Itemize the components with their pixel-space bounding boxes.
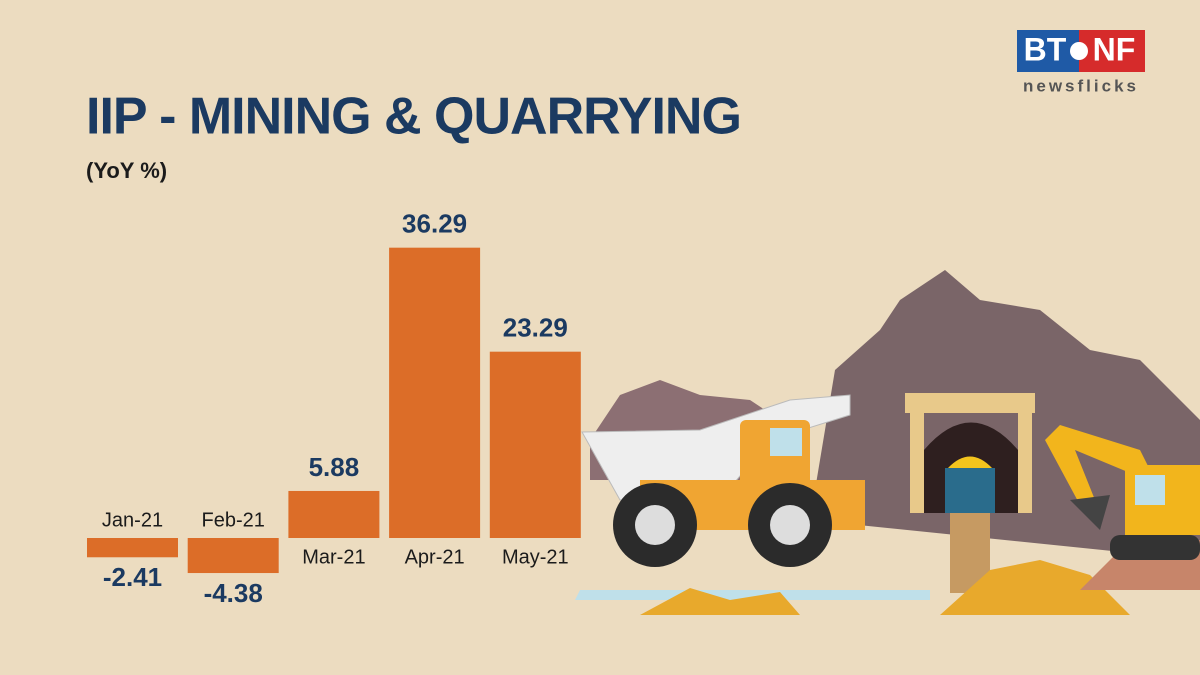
category-label: May-21 <box>502 546 569 568</box>
bar <box>489 351 581 538</box>
value-label: 23.29 <box>503 313 568 343</box>
logo-left-box <box>1017 30 1079 72</box>
truck-window <box>770 428 802 456</box>
truck-hub <box>770 505 810 545</box>
mine-cart <box>945 468 995 513</box>
mining-illustration <box>575 270 1200 615</box>
excavator-track <box>1110 535 1200 560</box>
category-label: Apr-21 <box>405 546 465 568</box>
bar <box>288 490 380 538</box>
category-label: Feb-21 <box>202 509 265 531</box>
logo: BT NF newsflicks <box>1017 30 1145 95</box>
excavator-window <box>1135 475 1165 505</box>
ore-pile <box>940 560 1130 615</box>
category-label: Jan-21 <box>102 509 163 531</box>
logo-tagline: newsflicks <box>1023 76 1139 95</box>
value-label: -2.41 <box>103 562 162 592</box>
mine-beam <box>905 393 1035 413</box>
logo-left: BT <box>1024 31 1067 67</box>
mine-post <box>1018 413 1032 513</box>
bar <box>87 538 178 558</box>
category-label: Mar-21 <box>302 546 365 568</box>
ore-pile <box>640 588 800 615</box>
logo-right-box <box>1079 30 1145 72</box>
truck-hub <box>635 505 675 545</box>
bar <box>187 538 279 574</box>
water <box>575 590 930 600</box>
value-label: 36.29 <box>402 209 467 239</box>
value-label: 5.88 <box>309 452 360 482</box>
mountain <box>810 270 1200 560</box>
chart-title: IIP - MINING & QUARRYING <box>86 88 741 146</box>
excavator-arm <box>1045 425 1150 505</box>
ore <box>948 456 992 468</box>
bar <box>389 247 481 538</box>
mine-post <box>910 413 924 513</box>
value-label: -4.38 <box>204 578 263 608</box>
logo-right: NF <box>1093 31 1136 67</box>
chart-subtitle: (YoY %) <box>86 158 167 183</box>
excavator-bucket <box>1070 495 1110 530</box>
logo-ball <box>1070 42 1088 60</box>
